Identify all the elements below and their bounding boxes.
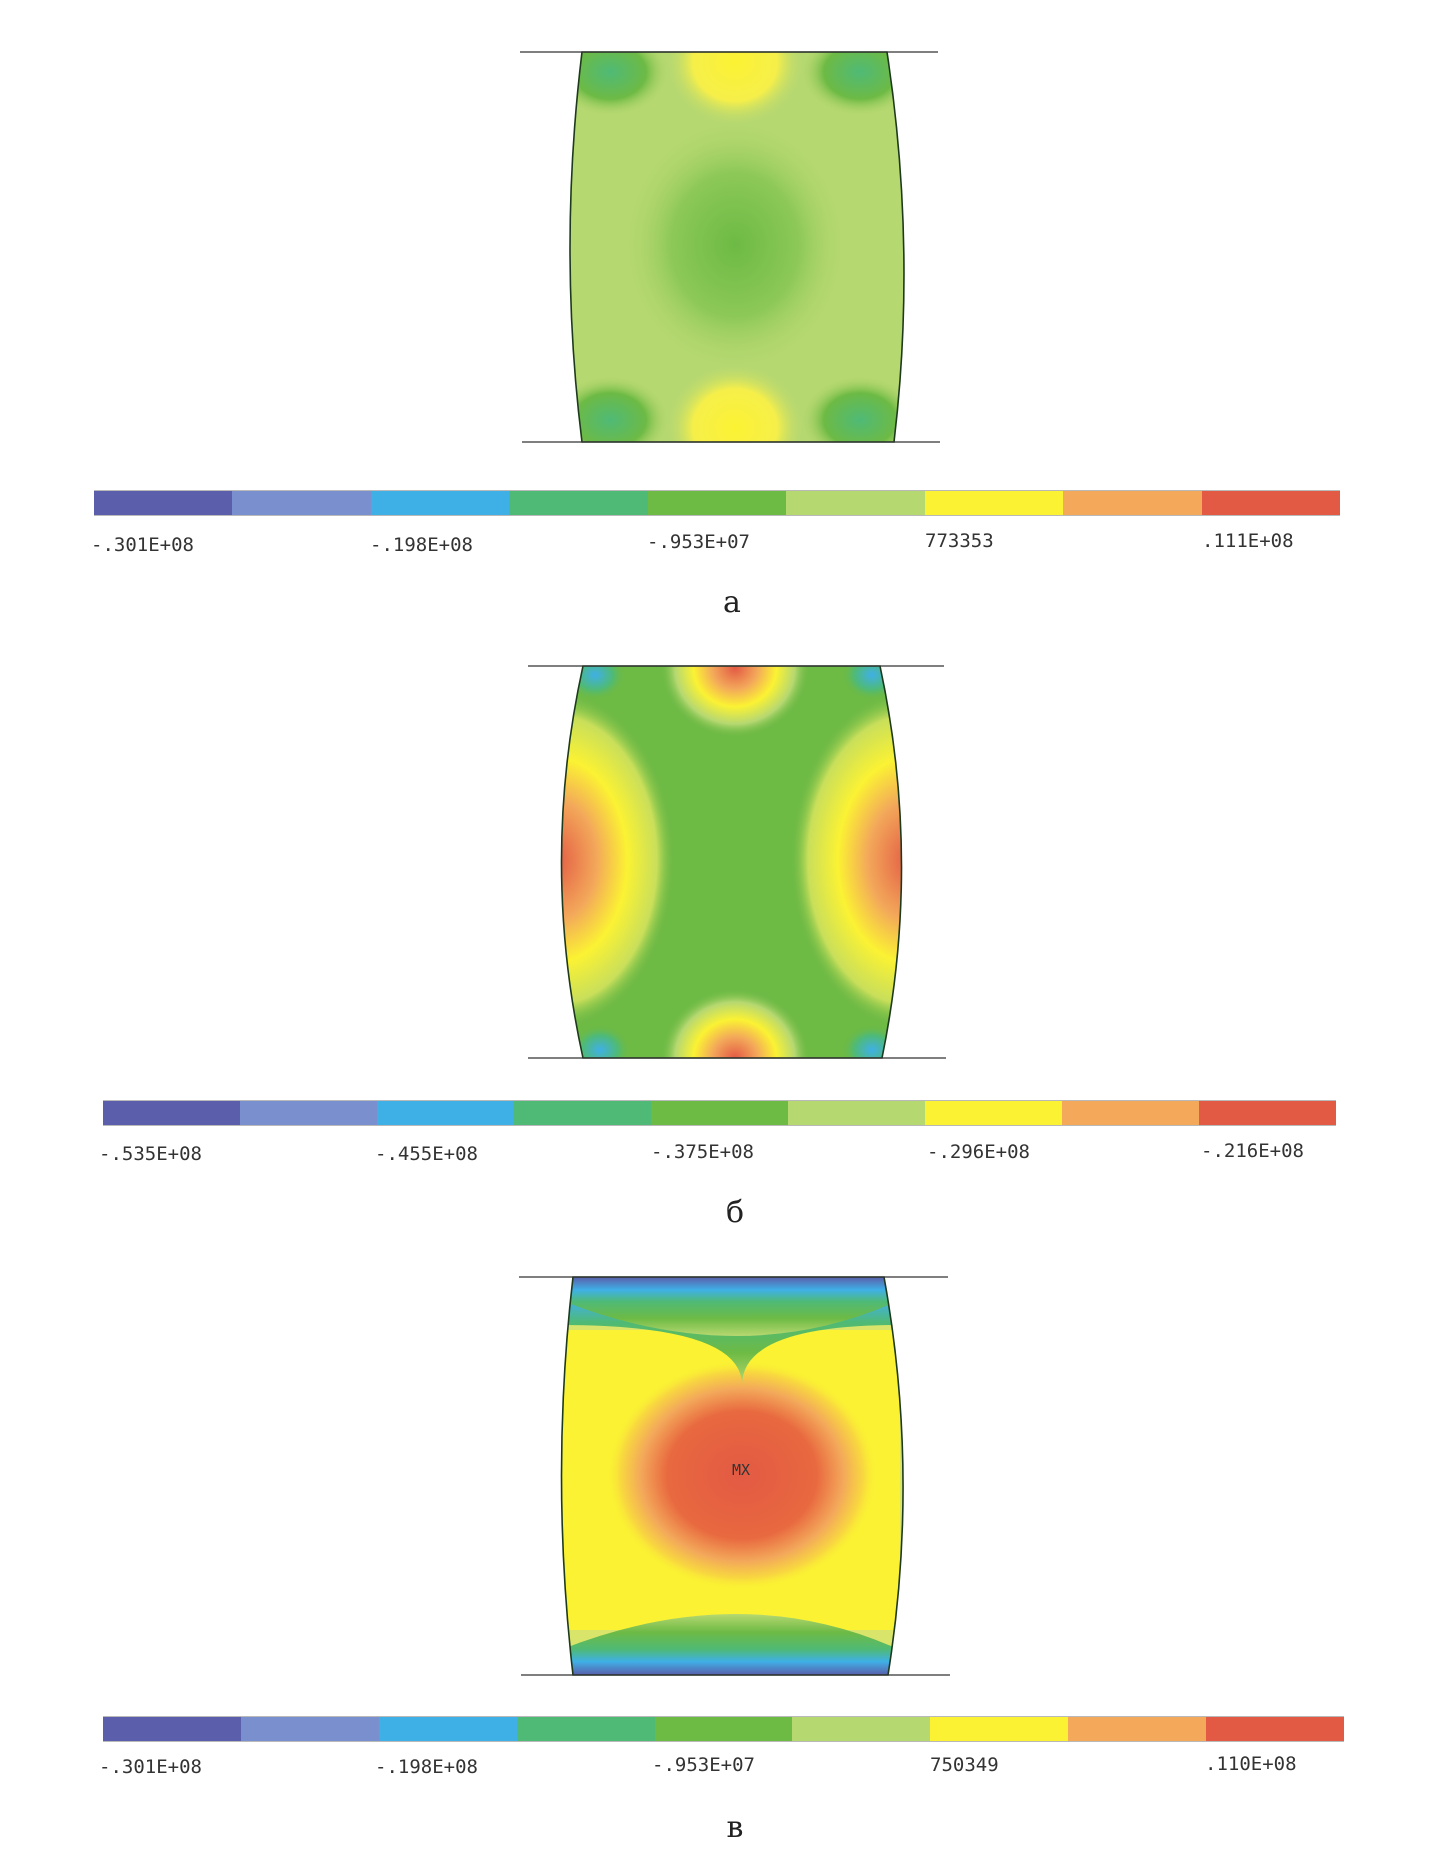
color-scale-segment-a-2 — [232, 491, 371, 515]
color-scale-segment-c-9 — [1206, 1717, 1345, 1741]
color-scale-segment-a-9 — [1201, 491, 1340, 515]
panel-b: -.535E+08 -.455E+08 -.375E+08 -.296E+08 … — [99, 665, 1336, 1230]
contour-plot-a — [520, 51, 940, 443]
scale-label-a-5: .111E+08 — [1202, 530, 1294, 552]
scale-label-a-1: -.301E+08 — [91, 534, 194, 556]
color-scale-segment-c-5 — [654, 1717, 793, 1741]
color-scale-segment-c-6 — [792, 1717, 931, 1741]
scale-label-a-3: -.953E+07 — [647, 531, 750, 553]
panel-a: -.301E+08 -.198E+08 -.953E+07 773353 .11… — [0, 0, 1445, 620]
caption-b: б — [725, 1195, 745, 1230]
color-scale-segment-a-3 — [370, 491, 510, 515]
color-scale-segment-a-8 — [1063, 491, 1202, 515]
scale-label-c-3: -.953E+07 — [652, 1754, 755, 1776]
color-scale-segment-c-3 — [378, 1717, 517, 1741]
caption-a: а — [723, 585, 741, 620]
scale-label-c-4: 750349 — [930, 1754, 999, 1776]
color-scale-segment-b-7 — [925, 1101, 1062, 1125]
color-scale-segment-b-2 — [240, 1101, 377, 1125]
caption-c: в — [726, 1810, 744, 1845]
contour-plot-b — [528, 665, 946, 1059]
color-scale-segment-b-3 — [377, 1101, 514, 1125]
scale-label-b-3: -.375E+08 — [651, 1141, 754, 1163]
color-scale-segment-a-5 — [647, 491, 787, 515]
scale-label-c-2: -.198E+08 — [375, 1756, 478, 1778]
scale-label-b-4: -.296E+08 — [927, 1141, 1030, 1163]
color-scale-segment-a-1 — [94, 491, 233, 515]
color-scale-bar-c — [103, 1716, 1345, 1742]
color-scale-segment-b-6 — [788, 1101, 925, 1125]
color-scale-segment-b-5 — [651, 1101, 788, 1125]
color-scale-segment-c-4 — [516, 1717, 655, 1741]
color-scale-bar-a — [94, 490, 1340, 516]
scale-label-b-5: -.216E+08 — [1201, 1140, 1304, 1162]
color-scale-segment-b-1 — [103, 1101, 240, 1125]
scale-label-a-4: 773353 — [925, 530, 994, 552]
color-scale-segment-a-7 — [924, 491, 1064, 515]
color-scale-bar-b — [103, 1100, 1336, 1126]
color-scale-segment-a-4 — [509, 491, 648, 515]
color-scale-segment-a-6 — [786, 491, 925, 515]
color-scale-segment-b-8 — [1062, 1101, 1199, 1125]
scale-label-b-1: -.535E+08 — [99, 1143, 202, 1165]
color-scale-segment-c-8 — [1068, 1717, 1207, 1741]
scale-label-c-5: .110E+08 — [1205, 1753, 1297, 1775]
color-scale-segment-c-7 — [930, 1717, 1069, 1741]
max-marker-label: MX — [732, 1461, 750, 1479]
scale-label-c-1: -.301E+08 — [99, 1756, 202, 1778]
scale-label-a-2: -.198E+08 — [370, 534, 473, 556]
color-scale-segment-b-9 — [1199, 1101, 1336, 1125]
color-scale-segment-b-4 — [514, 1101, 651, 1125]
color-scale-segment-c-1 — [103, 1717, 241, 1741]
contour-plot-c: MX — [519, 1276, 950, 1676]
scale-label-b-2: -.455E+08 — [375, 1143, 478, 1165]
color-scale-segment-c-2 — [240, 1717, 379, 1741]
